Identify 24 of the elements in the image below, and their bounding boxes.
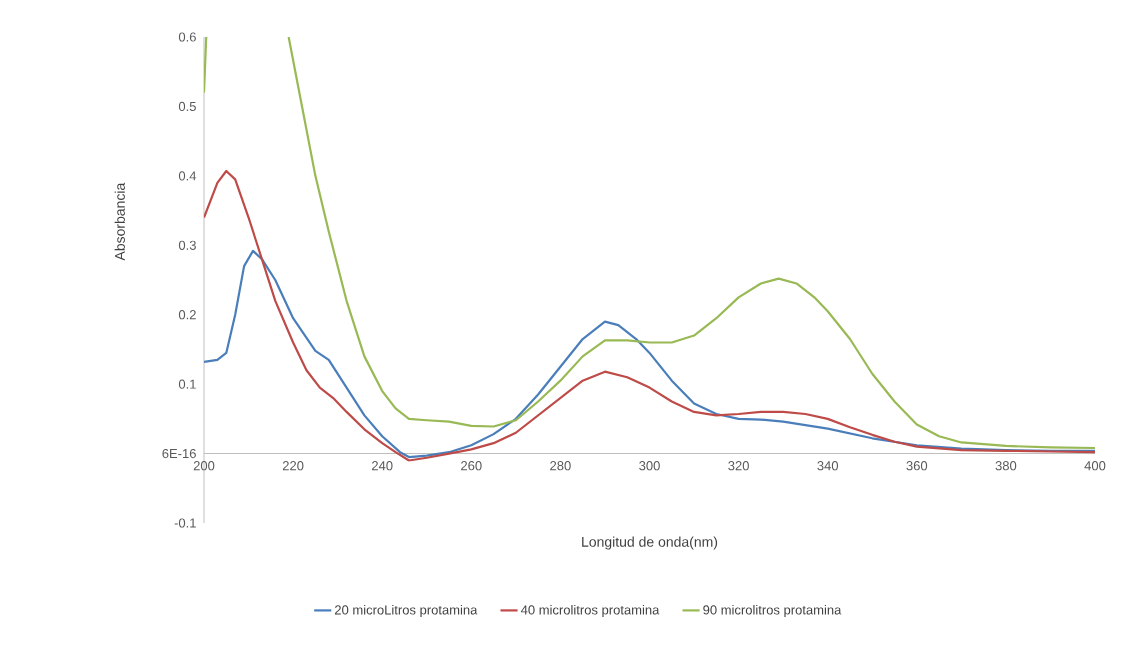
y-tick-label: 0.1 bbox=[178, 379, 196, 389]
x-tick-label: 280 bbox=[550, 461, 571, 471]
x-tick-label: 320 bbox=[728, 461, 749, 471]
y-tick-label: 0.4 bbox=[178, 171, 197, 181]
x-tick-label: 240 bbox=[372, 461, 393, 471]
legend-label: 40 microlitros protamina bbox=[520, 604, 660, 618]
y-axis-title: Absorbancia bbox=[114, 182, 125, 261]
x-axis-title: Longitud de onda(nm) bbox=[582, 536, 718, 550]
legend-label: 20 microLitros protamina bbox=[335, 604, 478, 618]
x-tick-label: 300 bbox=[639, 461, 660, 471]
x-tick-label: 340 bbox=[817, 461, 839, 471]
x-tick-label: 200 bbox=[193, 461, 215, 471]
y-tick-label: 0.5 bbox=[178, 101, 196, 112]
x-tick-label: 380 bbox=[995, 461, 1017, 471]
x-tick-label: 260 bbox=[461, 461, 482, 471]
y-tick-label: 0.6 bbox=[178, 32, 196, 42]
y-tick-label: -0.1 bbox=[174, 518, 196, 528]
legend-label: 90 microlitros protamina bbox=[703, 604, 842, 618]
x-tick-label: 360 bbox=[906, 461, 928, 471]
x-tick-label: 400 bbox=[1084, 461, 1106, 471]
y-tick-label: 0.3 bbox=[178, 240, 196, 250]
y-tick-label: 6E-16 bbox=[162, 448, 196, 459]
y-tick-label: 0.2 bbox=[178, 310, 196, 320]
x-tick-label: 220 bbox=[282, 461, 304, 471]
